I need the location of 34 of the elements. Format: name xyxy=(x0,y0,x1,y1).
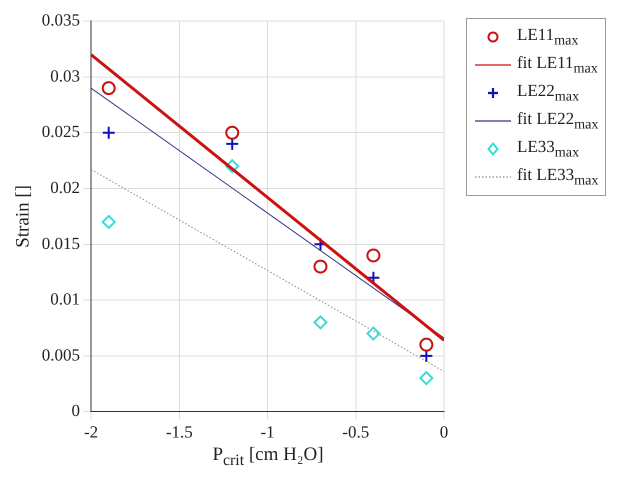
legend-label: fit LE22$_{max}$ xyxy=(517,108,599,134)
y-tick-label: 0.01 xyxy=(50,290,80,309)
point xyxy=(225,136,240,151)
legend-label: LE33$_{max}$ xyxy=(517,136,580,162)
point xyxy=(366,326,380,341)
y-tick-label: 0 xyxy=(72,401,80,420)
point xyxy=(102,81,116,96)
y-tick-label: 0.02 xyxy=(50,178,80,197)
point xyxy=(366,248,380,262)
legend-label: fit LE33$_{max}$ xyxy=(517,164,599,190)
point xyxy=(313,315,328,330)
point xyxy=(419,371,434,386)
point xyxy=(102,126,116,140)
point xyxy=(419,338,434,352)
point xyxy=(102,214,116,229)
x-axis-title: P$_{crit}$ [cm H₂O] xyxy=(211,444,325,470)
x-tick-label: -1 xyxy=(260,422,275,442)
x-tick-label: -1.5 xyxy=(166,422,193,442)
y-tick-label: 0.015 xyxy=(42,234,80,253)
y-tick-label: 0.035 xyxy=(42,10,80,30)
point xyxy=(313,260,328,274)
point xyxy=(225,159,240,174)
point xyxy=(225,126,240,140)
legend-label: fit LE11$_{max}$ xyxy=(517,52,598,78)
x-tick-label: -2 xyxy=(84,422,98,442)
legend-label: LE22$_{max}$ xyxy=(517,80,580,106)
point xyxy=(419,348,434,363)
x-tick-label: -0.5 xyxy=(342,422,370,442)
y-tick-label: 0.025 xyxy=(42,122,80,142)
legend-label: LE11$_{max}$ xyxy=(517,24,579,50)
x-tick-label: 0 xyxy=(440,422,448,442)
y-tick-label: 0.005 xyxy=(42,345,80,364)
y-tick-label: 0.03 xyxy=(50,66,80,86)
y-axis-title: Strain [] xyxy=(12,185,34,248)
